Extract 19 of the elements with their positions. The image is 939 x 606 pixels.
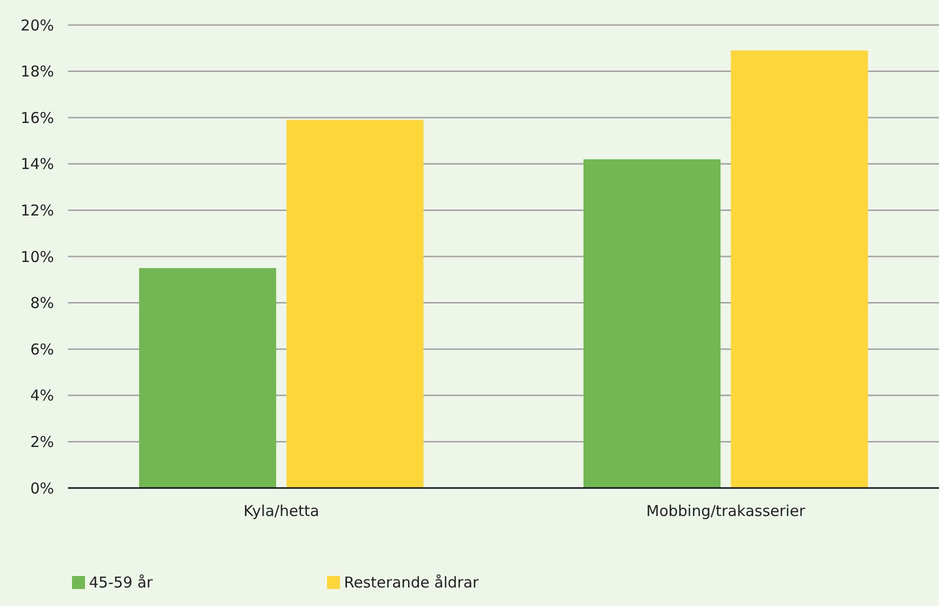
y-tick-label: 12% bbox=[20, 201, 54, 220]
bar bbox=[286, 120, 424, 488]
x-tick-label: Mobbing/trakasserier bbox=[646, 502, 806, 520]
y-tick-label: 16% bbox=[20, 108, 54, 127]
bar bbox=[583, 159, 721, 488]
legend-label: Resterande åldrar bbox=[344, 573, 480, 592]
y-tick-label: 10% bbox=[20, 248, 54, 266]
bar bbox=[139, 268, 276, 488]
y-tick-label: 8% bbox=[30, 294, 54, 312]
y-tick-label: 14% bbox=[20, 155, 54, 174]
y-tick-label: 18% bbox=[20, 62, 54, 81]
y-tick-label: 4% bbox=[30, 386, 54, 405]
legend-label: 45-59 år bbox=[89, 573, 154, 592]
x-tick-label: Kyla/hetta bbox=[243, 502, 320, 520]
bar bbox=[730, 50, 868, 488]
y-tick-label: 6% bbox=[30, 340, 54, 358]
y-tick-label: 20% bbox=[20, 16, 54, 34]
y-tick-label: 2% bbox=[30, 432, 54, 451]
y-tick-label: 0% bbox=[30, 479, 54, 498]
